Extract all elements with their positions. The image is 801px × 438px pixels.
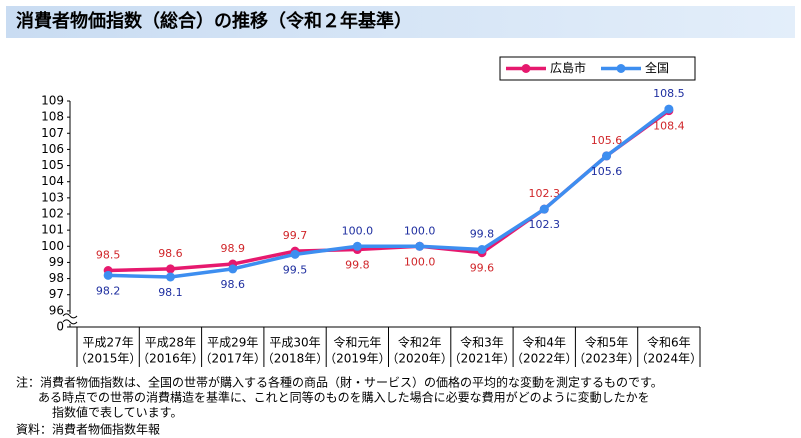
data-point — [290, 249, 300, 259]
x-tick-label: 平成27年 — [83, 336, 134, 350]
data-point — [415, 241, 425, 251]
x-tick-label: 令和6年 — [647, 335, 691, 350]
y-tick-label: 108 — [41, 110, 64, 124]
data-label: 99.7 — [283, 229, 308, 242]
data-label: 108.4 — [653, 120, 685, 133]
x-tick-label: 平成28年 — [145, 336, 196, 350]
y-tick-label: 104 — [41, 174, 64, 188]
y-tick-label: 105 — [41, 158, 64, 172]
legend-marker — [616, 64, 626, 73]
data-label: 105.6 — [591, 165, 623, 178]
data-point — [165, 264, 175, 274]
axis-break — [62, 313, 78, 319]
data-label: 102.3 — [529, 187, 561, 200]
x-tick-sublabel: （2017年） — [199, 352, 266, 366]
data-label: 100.0 — [342, 224, 374, 237]
data-label: 102.3 — [529, 218, 561, 231]
y-tick-label: 109 — [41, 94, 64, 108]
y-tick-label: 0 — [56, 320, 64, 334]
y-tick-label: 103 — [41, 190, 64, 204]
x-tick-sublabel: （2016年） — [137, 352, 204, 366]
note: ある時点での世帯の消費構造を基準に、これと同等のものを購入した場合に必要な費用が… — [38, 390, 650, 405]
note: 注：消費者物価指数は、全国の世帯が購入する各種の商品（財・サービス）の価格の平均… — [16, 375, 663, 390]
data-label: 98.6 — [158, 247, 183, 260]
y-tick-label: 101 — [41, 223, 64, 237]
data-label: 105.6 — [591, 134, 623, 147]
y-tick-label: 107 — [41, 126, 64, 140]
x-tick-label: 令和4年 — [522, 335, 566, 350]
x-tick-sublabel: （2023年） — [573, 352, 640, 366]
x-tick-sublabel: （2020年） — [386, 352, 453, 366]
chart-title: 消費者物価指数（総合）の推移（令和２年基準） — [16, 10, 412, 32]
data-label: 108.5 — [653, 87, 685, 100]
data-label: 98.2 — [96, 284, 121, 297]
axis-break-mask — [63, 313, 77, 324]
data-label: 99.6 — [470, 262, 495, 275]
data-point — [228, 264, 238, 274]
source: 資料：消費者物価指数年報 — [16, 422, 160, 437]
legend-label: 広島市 — [550, 60, 586, 75]
data-label: 99.8 — [470, 228, 495, 241]
header-bar — [6, 6, 795, 38]
data-label: 98.1 — [158, 286, 183, 299]
x-tick-sublabel: （2022年） — [511, 352, 578, 366]
data-point — [103, 270, 113, 280]
legend-marker — [521, 64, 531, 73]
x-tick-label: 令和2年 — [398, 335, 442, 350]
y-tick-label: 102 — [41, 207, 64, 221]
data-point — [539, 204, 549, 214]
x-tick-sublabel: （2015年） — [75, 352, 142, 366]
data-point — [477, 245, 487, 255]
y-tick-label: 97 — [49, 287, 64, 301]
x-tick-sublabel: （2024年） — [636, 352, 703, 366]
data-label: 99.5 — [283, 263, 308, 276]
y-tick-label: 106 — [41, 142, 64, 156]
data-point — [165, 272, 175, 282]
data-point — [352, 241, 362, 251]
x-tick-label: 平成30年 — [269, 336, 320, 350]
note: 指数値で表しています。 — [52, 405, 182, 420]
data-label: 98.5 — [96, 249, 121, 262]
y-tick-label: 96 — [49, 303, 64, 317]
x-tick-sublabel: （2021年） — [449, 352, 516, 366]
x-tick-label: 平成29年 — [207, 336, 258, 350]
data-label: 99.8 — [345, 259, 370, 272]
data-label: 100.0 — [404, 255, 436, 268]
data-point — [664, 104, 674, 114]
data-label: 98.6 — [221, 278, 246, 291]
x-tick-label: 令和3年 — [460, 335, 504, 350]
x-tick-label: 令和元年 — [333, 335, 381, 350]
y-tick-label: 100 — [41, 239, 64, 253]
data-point — [602, 151, 612, 161]
data-label: 100.0 — [404, 224, 436, 237]
series-line — [108, 107, 670, 279]
axis-break — [62, 319, 78, 325]
y-tick-label: 98 — [49, 271, 64, 285]
legend-label: 全国 — [645, 60, 669, 75]
x-tick-sublabel: （2018年） — [262, 352, 329, 366]
data-label: 98.9 — [221, 242, 246, 255]
y-tick-label: 99 — [49, 255, 64, 269]
x-tick-label: 令和5年 — [585, 335, 629, 350]
legend-box — [499, 56, 696, 81]
x-tick-sublabel: （2019年） — [324, 352, 391, 366]
